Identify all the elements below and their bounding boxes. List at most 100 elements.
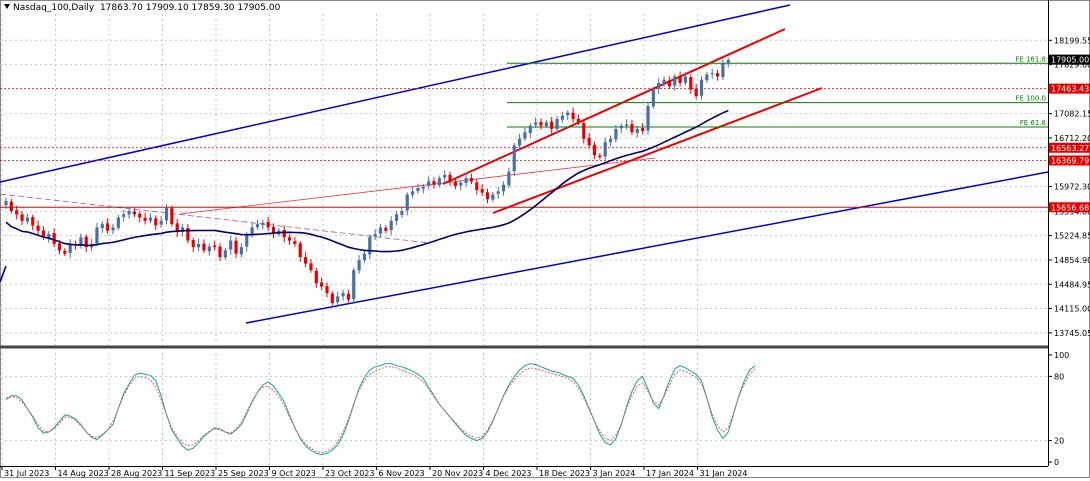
candle-bull <box>255 224 260 228</box>
candle-bear <box>309 263 313 271</box>
candle-bear <box>293 241 297 244</box>
candle-bull <box>523 132 527 139</box>
candle-bear <box>298 243 302 257</box>
candle-bull <box>646 105 650 131</box>
candle-bear <box>641 128 645 131</box>
time-tick-label: 25 Sep 2023 <box>218 469 269 478</box>
ohlc-values: 17863.70 17909.10 17859.30 17905.00 <box>99 3 281 13</box>
candle-bear <box>304 257 308 264</box>
candle-bull <box>336 296 340 303</box>
candle-bear <box>186 228 190 241</box>
candle-bear <box>475 182 479 191</box>
moving-average-start <box>0 265 7 283</box>
candle-bull <box>443 174 447 178</box>
price-tick-label: 15224.85 <box>1054 232 1090 241</box>
candle-bear <box>175 223 179 233</box>
candle-bull <box>544 122 548 127</box>
inner-channel-lower <box>492 87 823 214</box>
candle-bear <box>448 174 452 182</box>
candle-bear <box>170 208 174 225</box>
candle-bear <box>138 213 142 218</box>
osc-tick-label: 0 <box>1054 458 1059 467</box>
dropdown-triangle-icon[interactable] <box>4 4 10 9</box>
candle-bull <box>512 145 516 172</box>
candle-bull <box>496 191 500 194</box>
osc-tick-label: 80 <box>1054 372 1064 381</box>
candle-bear <box>218 246 222 257</box>
candle-bull <box>603 142 607 157</box>
candle-bull <box>229 240 233 250</box>
candle-bull <box>614 128 618 140</box>
candle-bull <box>528 125 532 134</box>
candle-bull <box>699 79 704 96</box>
time-tick-label: 11 Sep 2023 <box>165 469 216 478</box>
outer-channel-lower <box>245 171 1049 324</box>
price-tick-label: 17082.15 <box>1054 110 1090 119</box>
candle-bear <box>213 245 217 248</box>
candle-bear <box>598 155 602 158</box>
candle-bull <box>111 227 115 231</box>
candle-bull <box>362 253 367 261</box>
candle-bear <box>15 210 19 215</box>
time-tick-label: 20 Nov 2023 <box>432 469 483 478</box>
candle-bull <box>68 243 72 253</box>
price-marker-label: 17463.43 <box>1051 85 1089 94</box>
candle-bear <box>630 124 634 133</box>
candle-bear <box>57 243 62 251</box>
candle-bear <box>346 293 350 300</box>
candle-bull <box>148 217 153 221</box>
candle-bull <box>95 227 99 244</box>
candle-bear <box>539 121 543 126</box>
price-marker-box <box>1049 54 1090 65</box>
candle-bull <box>25 217 29 222</box>
candle-bear <box>384 227 388 231</box>
fe-level-label: FE 61.8 <box>1020 119 1046 127</box>
candle-bear <box>592 144 597 156</box>
candle-bull <box>357 260 361 271</box>
candle-bear <box>678 76 682 83</box>
candle-bull <box>250 227 254 235</box>
candle-bear <box>667 80 671 87</box>
candle-bull <box>518 138 522 146</box>
panel-separator <box>0 345 1048 349</box>
price-marker-box <box>1049 155 1090 166</box>
symbol-header: Nasdaq_100,Daily 17863.70 17909.10 17859… <box>4 3 280 13</box>
candle-bull <box>705 74 709 81</box>
candle-bull <box>534 122 538 125</box>
candle-bear <box>694 88 698 97</box>
candle-bear <box>271 227 276 235</box>
candle-bear <box>202 243 206 251</box>
candle-bear <box>480 189 484 193</box>
candle-bull <box>416 188 420 192</box>
candle-bull <box>657 82 661 89</box>
candle-bull <box>726 59 730 63</box>
candle-bear <box>63 250 67 254</box>
candle-bull <box>116 217 120 228</box>
time-tick-label: 28 Aug 2023 <box>111 469 162 478</box>
candle-bear <box>715 73 720 77</box>
candle-bull <box>373 234 377 237</box>
candle-bear <box>453 182 457 187</box>
price-tick-label: 14115.00 <box>1054 305 1090 314</box>
candle-bull <box>491 194 495 200</box>
symbol-name: Nasdaq_100,Daily <box>13 3 95 13</box>
candle-bear <box>587 137 591 146</box>
candle-bull <box>180 227 185 233</box>
time-tick-label: 3 Jan 2024 <box>593 469 636 478</box>
price-marker-box <box>1049 202 1090 213</box>
candle-bull <box>394 214 399 221</box>
candle-bear <box>432 181 436 185</box>
price-tick-label: 14854.90 <box>1054 256 1090 265</box>
candle-bear <box>550 121 554 129</box>
candle-bull <box>245 234 249 247</box>
candle-bull <box>710 73 714 75</box>
candle-bear <box>31 217 35 226</box>
candle-bull <box>197 243 201 248</box>
price-marker-label: 17905.00 <box>1051 56 1089 65</box>
outer-channel-upper <box>0 4 791 183</box>
time-tick-label: 9 Oct 2023 <box>272 469 316 478</box>
candle-bull <box>662 79 666 83</box>
candle-bull <box>79 237 83 246</box>
